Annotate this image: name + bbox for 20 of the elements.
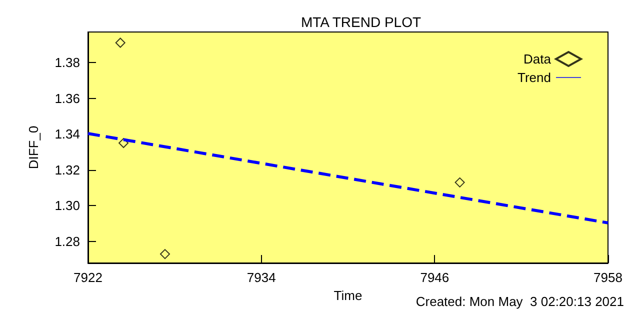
x-tick-label: 7934 bbox=[246, 270, 276, 285]
y-tick-label: 1.36 bbox=[54, 90, 80, 106]
text: Created: Mon May 3 02:20:13 2021 bbox=[416, 294, 624, 309]
y-axis-title: DIFF_0 bbox=[26, 126, 41, 170]
y-tick-label: 1.32 bbox=[54, 162, 80, 178]
point bbox=[115, 38, 126, 48]
x-tick-label: 7922 bbox=[74, 270, 102, 285]
y-tick-label: 1.30 bbox=[54, 198, 80, 214]
point bbox=[118, 138, 129, 148]
legend-label: Data bbox=[524, 52, 552, 66]
y-tick-label: 1.38 bbox=[54, 54, 80, 70]
y-tick-label: 1.34 bbox=[54, 126, 80, 142]
chart-title: MTA TREND PLOT bbox=[300, 14, 422, 30]
point bbox=[160, 249, 170, 260]
x-axis-title: Time bbox=[334, 288, 362, 303]
legend-label: Trend bbox=[518, 70, 551, 85]
point bbox=[454, 177, 465, 188]
x-tick-label: 7958 bbox=[594, 270, 622, 285]
x-tick-label: 7946 bbox=[420, 270, 450, 285]
y-tick-label: 1.28 bbox=[54, 234, 80, 250]
